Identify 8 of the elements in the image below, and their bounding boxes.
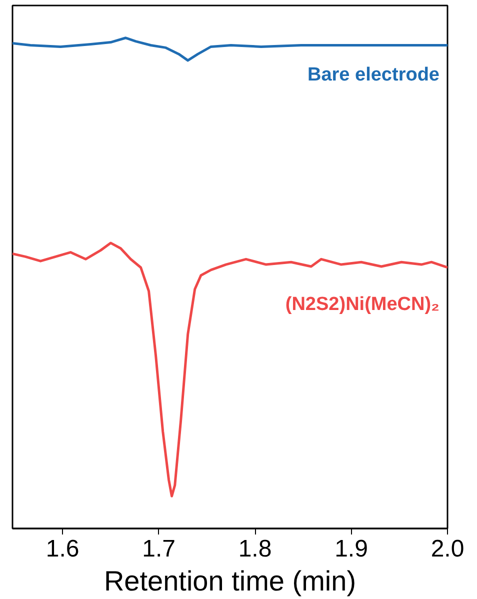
series-label: Bare electrode [307,64,440,86]
x-tick-label: 2.0 [430,536,464,562]
series-label: (N2S2)Ni(MeCN)₂ [285,294,440,315]
x-tick-label: 1.6 [46,536,80,562]
x-tick-label: 1.9 [334,536,368,562]
x-tick-label: 1.7 [142,536,176,562]
x-tick-label: 1.8 [238,536,272,562]
x-axis-title: Retention time (min) [104,566,356,596]
